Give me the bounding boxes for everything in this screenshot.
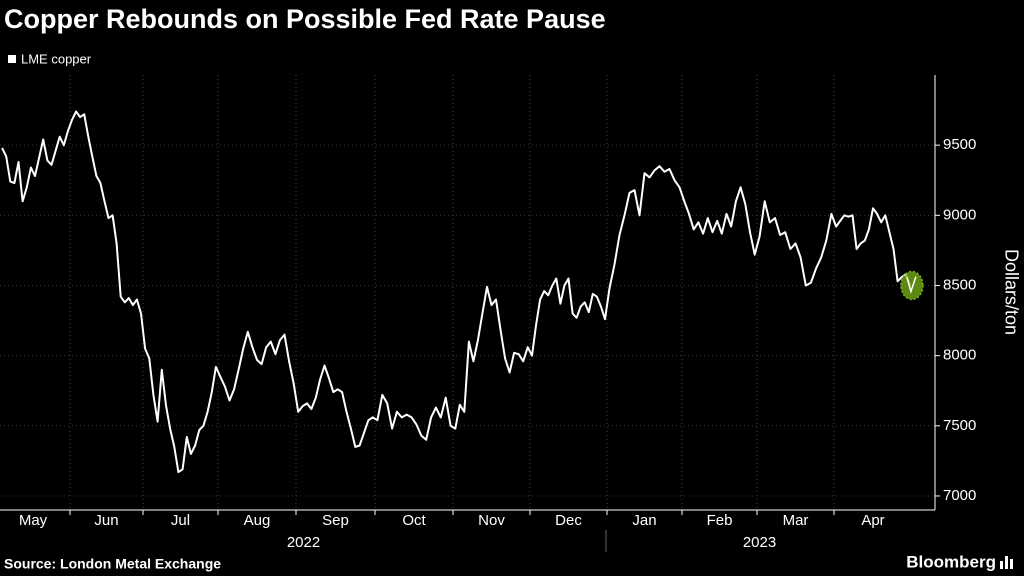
y-axis-label: Dollars/ton — [1001, 249, 1021, 335]
chart-title: Copper Rebounds on Possible Fed Rate Pau… — [4, 4, 606, 34]
x-tick-label: Sep — [322, 512, 349, 529]
x-tick-label: Apr — [861, 512, 884, 529]
legend-swatch — [8, 55, 16, 63]
x-tick-label: Jul — [171, 512, 190, 529]
brand: Bloomberg — [906, 552, 996, 571]
year-label: 2022 — [287, 534, 320, 551]
y-tick-label: 9000 — [943, 206, 976, 223]
x-tick-label: Nov — [478, 512, 505, 529]
y-tick-label: 7500 — [943, 417, 976, 434]
highlight — [900, 270, 924, 301]
x-tick-label: Oct — [402, 512, 426, 529]
year-label: 2023 — [743, 534, 776, 551]
x-tick-label: Jun — [94, 512, 118, 529]
x-tick-label: Mar — [783, 512, 809, 529]
x-tick-label: Jan — [632, 512, 656, 529]
legend-label: LME copper — [21, 51, 92, 66]
x-tick-label: Aug — [244, 512, 271, 529]
line — [1, 110, 911, 474]
y-tick-label: 8500 — [943, 276, 976, 293]
highlight-check — [906, 276, 917, 295]
y-tick-label: 9500 — [943, 136, 976, 153]
x-tick-label: May — [19, 512, 48, 529]
x-tick-label: Feb — [707, 512, 733, 529]
x-tick-label: Dec — [555, 512, 582, 529]
y-tick-label: 8000 — [943, 347, 976, 364]
y-tick-label: 7000 — [943, 487, 976, 504]
brand-icon — [1000, 556, 1013, 569]
source: Source: London Metal Exchange — [4, 556, 221, 572]
